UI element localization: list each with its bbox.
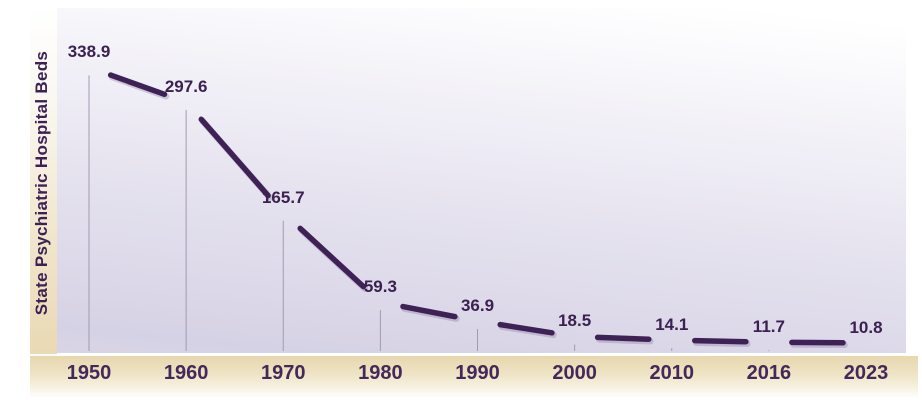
line-segment xyxy=(691,337,749,345)
line-segment xyxy=(297,225,367,290)
x-tick-label: 1990 xyxy=(455,362,500,384)
x-tick-label: 1950 xyxy=(66,362,112,384)
line-segment xyxy=(400,303,458,320)
line-segment xyxy=(594,334,652,343)
x-tick-label: 2010 xyxy=(649,362,695,384)
line-segment xyxy=(198,116,271,199)
data-point-label: 14.1 xyxy=(655,315,689,335)
x-tick-label: 2023 xyxy=(843,362,889,384)
line-segment xyxy=(107,72,168,98)
data-point-label: 338.9 xyxy=(67,42,111,62)
plot-area xyxy=(57,8,906,353)
data-point-label: 59.3 xyxy=(363,277,397,297)
data-point-label: 165.7 xyxy=(261,187,305,207)
data-point-label: 10.8 xyxy=(849,317,883,337)
x-tick-label: 2000 xyxy=(552,362,597,384)
x-tick-label: 1970 xyxy=(261,362,306,384)
data-point-label: 36.9 xyxy=(460,296,495,315)
data-point-label: 297.6 xyxy=(164,77,208,97)
y-axis-title: State Psychiatric Hospital Beds xyxy=(32,50,51,316)
y-axis-strip xyxy=(30,8,57,354)
x-axis-band xyxy=(30,356,918,397)
x-tick-label: 2016 xyxy=(746,362,792,384)
data-point-label: 11.7 xyxy=(752,317,785,337)
x-tick-label: 1980 xyxy=(358,362,403,384)
x-tick-label: 1960 xyxy=(163,362,209,384)
line-segment xyxy=(497,321,555,336)
data-point-label: 18.5 xyxy=(558,311,592,331)
